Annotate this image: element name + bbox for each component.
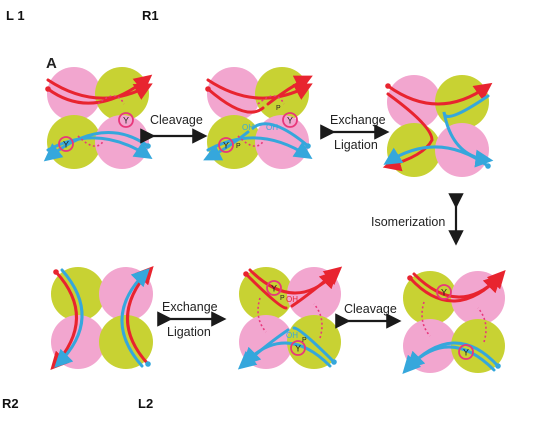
strand-end-dot — [45, 86, 51, 92]
dna-strand — [206, 87, 265, 114]
cleavage-site-dots — [421, 301, 431, 337]
strand-end-dot — [145, 143, 151, 149]
strand-end-dot — [385, 83, 391, 89]
tyrosine-label: Y — [123, 116, 129, 126]
phosphate-label: P — [276, 105, 281, 112]
cleavage-site-dots — [313, 303, 323, 339]
tyrosine-label: Y — [463, 348, 469, 358]
dna-strand — [120, 268, 150, 368]
complex-bottom-right: YY — [402, 270, 506, 374]
dna-strand — [412, 272, 502, 299]
dna-strand — [386, 82, 493, 106]
tyrosine-label: Y — [287, 116, 293, 126]
dna-strand — [244, 272, 288, 310]
hydroxyl-label: OH — [286, 295, 298, 304]
dna-strand — [251, 122, 310, 148]
cleavage-site-dots — [77, 135, 105, 147]
label-l2: L2 — [138, 396, 154, 411]
tyrosine-label: Y — [295, 344, 301, 354]
dna-strand — [54, 268, 84, 368]
cleavage-label-bottom: Cleavage — [344, 302, 397, 316]
recombinase-subunit — [387, 75, 441, 129]
tyrosine-label: Y — [271, 284, 277, 294]
tyrosine-residue: Y — [436, 284, 452, 300]
dna-strand — [266, 75, 313, 106]
tyrosine-residue: Y — [118, 112, 134, 128]
dna-strand — [382, 92, 434, 172]
strand-end-dot — [407, 275, 413, 281]
hydroxyl-label: OH — [266, 123, 278, 132]
tyrosine-residue: Y — [58, 136, 74, 152]
strand-end-dot — [305, 143, 311, 149]
strand-end-dot — [495, 363, 501, 369]
cleavage-site-dots — [237, 135, 265, 147]
dna-strand — [292, 326, 336, 364]
phosphate-label: P — [302, 337, 307, 344]
tyrosine-label: Y — [441, 288, 447, 298]
ligation-label-top: Ligation — [334, 138, 378, 152]
complex-bottom-left — [50, 266, 154, 370]
strand-end-dot — [53, 269, 59, 275]
dna-strand — [406, 345, 496, 372]
dna-strand — [206, 78, 313, 100]
phosphate-label: P — [236, 143, 241, 150]
tyrosine-residue: Y — [458, 344, 474, 360]
phosphate-label: P — [280, 295, 285, 302]
isomerization-label: Isomerization — [371, 215, 445, 229]
exchange-label-top: Exchange — [330, 113, 386, 127]
label-r2: R2 — [2, 396, 19, 411]
complex-top-left: YY — [43, 67, 153, 169]
tyrosine-residue: Y — [290, 340, 306, 356]
strand-end-dot — [205, 86, 211, 92]
tyrosine-residue: Y — [282, 112, 298, 128]
cleavage-site-dots — [257, 297, 267, 333]
tyrosine-residue: Y — [266, 280, 282, 296]
label-l1: L 1 — [6, 8, 25, 23]
complex-top-right — [382, 75, 494, 177]
cleavage-site-dots — [477, 307, 487, 343]
dna-strand — [203, 130, 250, 161]
strand-end-dot — [145, 361, 151, 367]
hydroxyl-label: OH — [286, 331, 298, 340]
dna-strand — [43, 131, 150, 162]
label-r1: R1 — [142, 8, 159, 23]
tyrosine-residue: Y — [218, 137, 234, 153]
strand-end-dot — [243, 271, 249, 277]
hydroxyl-label: OH — [242, 123, 254, 132]
exchange-label-bottom: Exchange — [162, 300, 218, 314]
cleavage-label-top: Cleavage — [150, 113, 203, 127]
dna-strand — [46, 78, 153, 100]
tyrosine-label: Y — [223, 141, 229, 151]
dna-strand — [242, 341, 332, 368]
dna-strand — [248, 268, 338, 295]
ligation-label-bottom: Ligation — [167, 325, 211, 339]
dna-strand — [442, 94, 494, 168]
strand-end-dot — [331, 359, 337, 365]
tyrosine-label: Y — [63, 140, 69, 150]
panel-letter: A — [46, 55, 57, 72]
strand-end-dot — [485, 163, 491, 169]
